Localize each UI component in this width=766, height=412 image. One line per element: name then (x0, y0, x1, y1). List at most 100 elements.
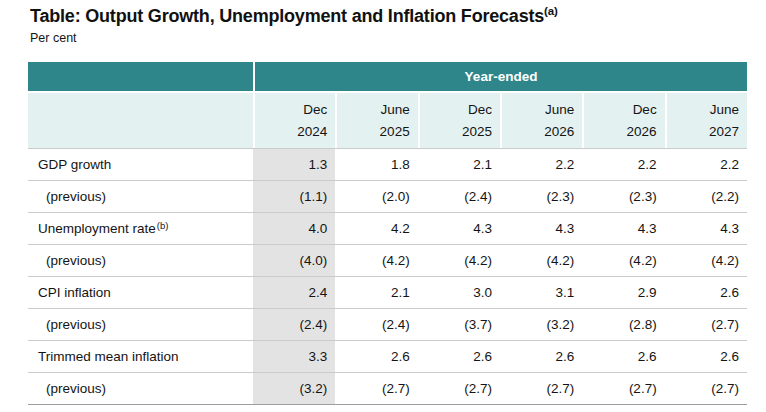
value-cell: 4.3 (582, 213, 664, 244)
column-year: 2025 (420, 121, 492, 143)
value-cell: (2.3) (582, 181, 664, 212)
row-label: (previous) (28, 181, 253, 212)
row-label-text: (previous) (46, 189, 106, 204)
table-title-text: Table: Output Growth, Unemployment and I… (30, 6, 544, 26)
table-subtitle: Per cent (30, 31, 77, 45)
column-header-cell: June2027 (665, 93, 747, 148)
row-label: (previous) (28, 309, 253, 340)
value-cell: 2.1 (418, 149, 500, 180)
row-label-text: (previous) (46, 317, 106, 332)
value-cell: 2.1 (335, 277, 417, 308)
value-cell: (3.7) (418, 309, 500, 340)
row-label: (previous) (28, 245, 253, 276)
value-cell: 2.6 (335, 341, 417, 372)
value-cell: 3.3 (253, 341, 335, 372)
value-cell: (3.2) (500, 309, 582, 340)
value-cell: 4.3 (418, 213, 500, 244)
column-header-cell: June2025 (335, 93, 417, 148)
value-cell: 2.6 (500, 341, 582, 372)
table-body: GDP growth1.31.82.12.22.22.2(previous)(1… (28, 148, 747, 405)
value-cell: (2.7) (418, 373, 500, 404)
row-label-text: GDP growth (38, 157, 111, 172)
table-row: CPI inflation2.42.13.03.12.92.6 (28, 277, 747, 309)
value-cell: (2.0) (335, 181, 417, 212)
row-label-text: (previous) (46, 253, 106, 268)
row-label-footnote-marker: (b) (157, 220, 169, 231)
value-cell: (2.7) (335, 373, 417, 404)
value-cell: 4.3 (500, 213, 582, 244)
column-header-cell: Dec2024 (253, 93, 335, 148)
value-cell: (3.2) (253, 373, 335, 404)
column-header-cell: Dec2026 (582, 93, 664, 148)
value-cell: 2.6 (665, 341, 747, 372)
value-cell: (2.4) (418, 181, 500, 212)
span-header-spacer (28, 62, 253, 91)
value-cell: (4.2) (418, 245, 500, 276)
row-label-text: Unemployment rate (38, 221, 156, 236)
column-year: 2027 (667, 121, 739, 143)
page: Table: Output Growth, Unemployment and I… (0, 0, 766, 412)
forecast-table: Year-ended Dec2024June2025Dec2025June202… (28, 62, 747, 405)
column-year: 2025 (337, 121, 409, 143)
value-cell: 1.8 (335, 149, 417, 180)
span-header-year-ended: Year-ended (255, 62, 747, 91)
value-cell: 2.6 (418, 341, 500, 372)
value-cell: 2.9 (582, 277, 664, 308)
value-cell: (2.8) (582, 309, 664, 340)
value-cell: 1.3 (253, 149, 335, 180)
value-cell: 2.2 (500, 149, 582, 180)
column-year: 2026 (502, 121, 574, 143)
value-cell: (4.2) (665, 245, 747, 276)
value-cell: (4.2) (335, 245, 417, 276)
value-cell: (2.2) (665, 181, 747, 212)
value-cell: (2.3) (500, 181, 582, 212)
row-label: (previous) (28, 373, 253, 404)
table-title-footnote-marker: (a) (544, 5, 557, 17)
column-period: June (337, 99, 409, 121)
column-header-label-spacer (28, 93, 253, 148)
value-cell: 3.0 (418, 277, 500, 308)
column-period: June (502, 99, 574, 121)
value-cell: 2.6 (665, 277, 747, 308)
value-cell: (2.7) (582, 373, 664, 404)
value-cell: 2.2 (665, 149, 747, 180)
value-cell: 3.1 (500, 277, 582, 308)
table-row: GDP growth1.31.82.12.22.22.2 (28, 148, 747, 181)
table-row: (previous)(1.1)(2.0)(2.4)(2.3)(2.3)(2.2) (28, 181, 747, 213)
column-period: Dec (420, 99, 492, 121)
row-label: Unemployment rate(b) (28, 213, 253, 244)
value-cell: (2.7) (665, 373, 747, 404)
column-year: 2026 (584, 121, 656, 143)
value-cell: (4.0) (253, 245, 335, 276)
table-row: (previous)(3.2)(2.7)(2.7)(2.7)(2.7)(2.7) (28, 373, 747, 405)
value-cell: (2.7) (500, 373, 582, 404)
value-cell: 2.6 (582, 341, 664, 372)
row-label: GDP growth (28, 149, 253, 180)
value-cell: (4.2) (582, 245, 664, 276)
span-header-row: Year-ended (28, 62, 747, 91)
table-row: (previous)(4.0)(4.2)(4.2)(4.2)(4.2)(4.2) (28, 245, 747, 277)
column-period: June (667, 99, 739, 121)
column-header-cell: June2026 (500, 93, 582, 148)
table-row: Unemployment rate(b)4.04.24.34.34.34.3 (28, 213, 747, 245)
column-header-cell: Dec2025 (418, 93, 500, 148)
column-period: Dec (255, 99, 327, 121)
value-cell: (2.4) (335, 309, 417, 340)
row-label-text: (previous) (46, 381, 106, 396)
table-row: (previous)(2.4)(2.4)(3.7)(3.2)(2.8)(2.7) (28, 309, 747, 341)
value-cell: (1.1) (253, 181, 335, 212)
value-cell: 2.4 (253, 277, 335, 308)
value-cell: (4.2) (500, 245, 582, 276)
column-period: Dec (584, 99, 656, 121)
value-cell: 2.2 (582, 149, 664, 180)
column-header-row: Dec2024June2025Dec2025June2026Dec2026Jun… (28, 93, 747, 148)
row-label-text: Trimmed mean inflation (38, 349, 179, 364)
column-year: 2024 (255, 121, 327, 143)
value-cell: 4.2 (335, 213, 417, 244)
value-cell: 4.0 (253, 213, 335, 244)
value-cell: (2.4) (253, 309, 335, 340)
table-title: Table: Output Growth, Unemployment and I… (30, 5, 558, 27)
value-cell: (2.7) (665, 309, 747, 340)
value-cell: 4.3 (665, 213, 747, 244)
table-row: Trimmed mean inflation3.32.62.62.62.62.6 (28, 341, 747, 373)
